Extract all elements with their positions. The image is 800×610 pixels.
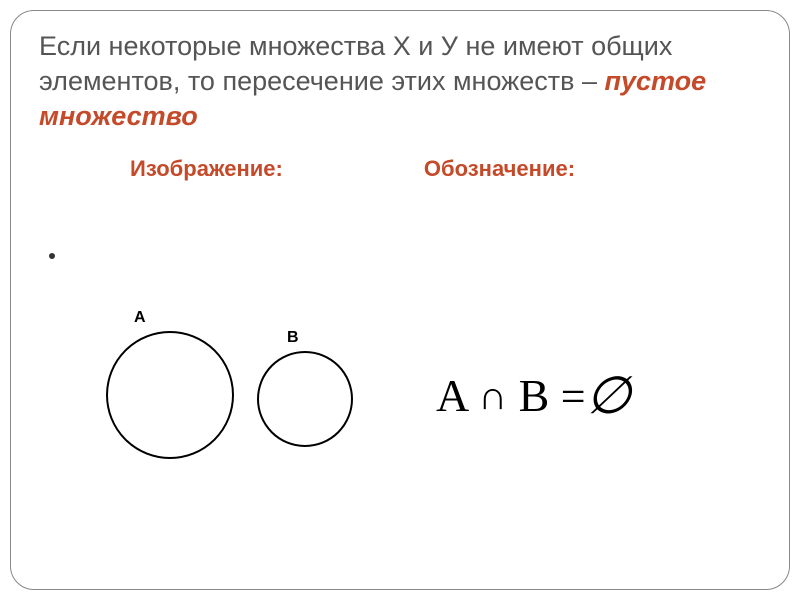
bullet-dot [49,253,55,259]
diagram-area: A B A ∩ B =∅ [41,301,781,501]
equation-b: B [519,370,550,421]
header-notation: Обозначение: [424,156,575,181]
circle-b-label: B [287,329,299,347]
header-right-wrap: Обозначение: [364,156,761,182]
equation-a: A [436,370,467,421]
equals-sign: = [561,372,586,421]
circle-a-label: A [134,309,146,327]
definition-plain: Если некоторые множества Х и У не имеют … [39,31,672,96]
intersection-icon: ∩ [478,372,507,419]
header-left-wrap: Изображение: [39,156,364,182]
circle-b [257,351,353,447]
definition-text: Если некоторые множества Х и У не имеют … [39,29,761,134]
section-headers: Изображение: Обозначение: [39,156,761,182]
header-image: Изображение: [130,156,283,181]
empty-set-icon: ∅ [586,366,631,426]
circle-a [106,331,234,459]
equation: A ∩ B =∅ [436,366,631,426]
slide-frame: Если некоторые множества Х и У не имеют … [10,10,790,590]
